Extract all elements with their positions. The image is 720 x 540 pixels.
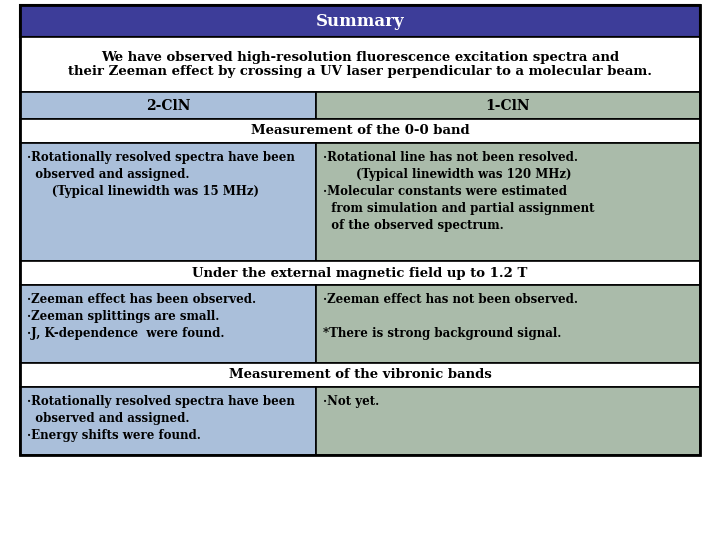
- Text: Under the external magnetic field up to 1.2 T: Under the external magnetic field up to …: [192, 267, 528, 280]
- Bar: [20, 5, 700, 37]
- Text: ·Rotationally resolved spectra have been
  observed and assigned.
      (Typical: ·Rotationally resolved spectra have been…: [27, 151, 295, 198]
- Bar: [20, 387, 316, 455]
- Bar: [316, 387, 700, 455]
- Text: ·Zeeman effect has not been observed.

*There is strong background signal.: ·Zeeman effect has not been observed. *T…: [323, 293, 577, 340]
- Bar: [20, 261, 700, 285]
- Bar: [20, 119, 700, 143]
- Text: Summary: Summary: [315, 12, 405, 30]
- Bar: [20, 363, 700, 387]
- Text: ·Zeeman effect has been observed.
·Zeeman splittings are small.
·J, K-dependence: ·Zeeman effect has been observed. ·Zeema…: [27, 293, 256, 340]
- Bar: [20, 5, 700, 455]
- Text: ·Rotational line has not been resolved.
        (Typical linewidth was 120 MHz)
: ·Rotational line has not been resolved. …: [323, 151, 594, 232]
- Bar: [20, 92, 316, 119]
- Text: ·Not yet.: ·Not yet.: [323, 395, 379, 408]
- Bar: [316, 92, 700, 119]
- Text: 2-ClN: 2-ClN: [145, 98, 190, 112]
- Bar: [20, 37, 700, 92]
- Bar: [20, 143, 316, 261]
- Bar: [20, 285, 316, 363]
- Text: Measurement of the 0-0 band: Measurement of the 0-0 band: [251, 125, 469, 138]
- Text: ·Rotationally resolved spectra have been
  observed and assigned.
·Energy shifts: ·Rotationally resolved spectra have been…: [27, 395, 295, 442]
- Text: Measurement of the vibronic bands: Measurement of the vibronic bands: [229, 368, 491, 381]
- Bar: [316, 285, 700, 363]
- Text: We have observed high-resolution fluorescence excitation spectra and
their Zeema: We have observed high-resolution fluores…: [68, 51, 652, 78]
- Text: 1-ClN: 1-ClN: [485, 98, 530, 112]
- Bar: [316, 143, 700, 261]
